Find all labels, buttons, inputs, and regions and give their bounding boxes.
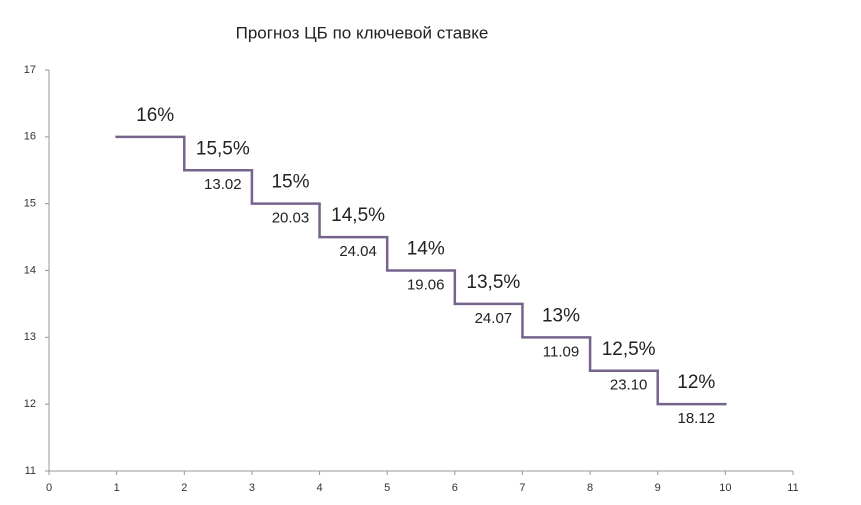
x-tick-label: 11 [787, 482, 798, 494]
value-label: 14,5% [331, 205, 385, 226]
value-label: 15% [271, 172, 309, 193]
value-label: 16% [136, 105, 174, 126]
date-label: 20.03 [272, 210, 310, 227]
y-tick-label: 15 [24, 198, 36, 210]
x-tick-label: 0 [46, 482, 52, 494]
y-tick-label: 16 [24, 131, 36, 143]
date-label: 11.09 [543, 343, 579, 360]
x-tick-label: 3 [249, 482, 255, 494]
y-tick-label: 14 [24, 264, 36, 276]
chart-title: Прогноз ЦБ по ключевой ставке [236, 23, 489, 42]
x-tick-label: 7 [519, 482, 525, 494]
x-tick-label: 5 [384, 482, 390, 494]
x-tick-label: 9 [655, 482, 661, 494]
value-label: 15,5% [196, 138, 250, 159]
value-label: 14% [407, 239, 445, 260]
y-tick-label: 12 [24, 398, 36, 410]
date-label: 23.10 [610, 377, 648, 394]
value-label: 12,5% [602, 339, 656, 360]
value-label: 13,5% [466, 272, 520, 293]
x-tick-label: 8 [587, 482, 593, 494]
date-label: 18.12 [678, 410, 716, 427]
date-label: 19.06 [407, 276, 445, 293]
x-tick-label: 10 [719, 482, 731, 494]
y-tick-label: 13 [24, 331, 36, 343]
date-label: 13.02 [204, 176, 242, 193]
x-tick-label: 2 [181, 482, 187, 494]
y-tick-label: 17 [24, 64, 36, 76]
date-label: 24.07 [475, 310, 513, 327]
value-label: 13% [542, 305, 580, 326]
date-label: 24.04 [339, 243, 377, 260]
x-tick-label: 6 [452, 482, 458, 494]
y-tick-label: 11 [25, 465, 36, 477]
value-label: 12% [677, 372, 715, 393]
x-tick-label: 1 [114, 482, 120, 494]
x-tick-label: 4 [316, 482, 322, 494]
